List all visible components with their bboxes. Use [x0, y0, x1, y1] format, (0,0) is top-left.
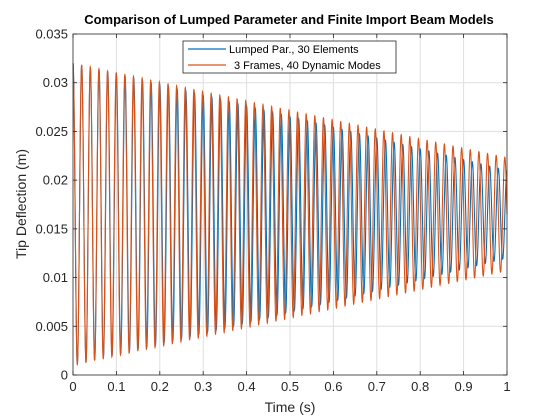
- x-tick-label: 0.8: [411, 379, 429, 394]
- legend-box: [182, 40, 397, 74]
- y-tick-label: 0.035: [35, 27, 68, 42]
- series-lines: [72, 63, 508, 367]
- y-tick-label: 0.025: [35, 124, 68, 139]
- y-tick-label: 0.03: [43, 75, 68, 90]
- y-tick-label: 0: [61, 368, 68, 383]
- chart-title: Comparison of Lumped Parameter and Finit…: [84, 12, 494, 27]
- legend: Lumped Par., 30 Elements 3 Frames, 40 Dy…: [182, 40, 397, 74]
- x-tick-label: 0.4: [238, 379, 256, 394]
- x-tick-label: 0.5: [281, 379, 299, 394]
- x-axis-ticks: 0 0.1 0.2 0.3 0.4 0.5 0.6 0.7 0.8 0.9 1: [69, 34, 511, 394]
- y-tick-label: 0.02: [43, 173, 68, 188]
- y-tick-label: 0.01: [43, 270, 68, 285]
- x-tick-label: 0.7: [368, 379, 386, 394]
- x-axis-label: Time (s): [265, 399, 316, 415]
- legend-label-lumped: Lumped Par., 30 Elements: [229, 44, 359, 56]
- x-tick-label: 0: [69, 379, 76, 394]
- y-tick-label: 0.005: [35, 319, 68, 334]
- x-tick-label: 0.6: [324, 379, 342, 394]
- legend-label-frames: 3 Frames, 40 Dynamic Modes: [234, 60, 381, 72]
- x-tick-label: 0.3: [194, 379, 212, 394]
- x-tick-label: 1: [503, 379, 510, 394]
- series-line-frames: [72, 63, 508, 367]
- y-axis-label: Tip Deflection (m): [13, 149, 29, 259]
- x-tick-label: 0.9: [455, 379, 473, 394]
- x-tick-label: 0.1: [107, 379, 125, 394]
- x-tick-label: 0.2: [151, 379, 169, 394]
- y-tick-label: 0.015: [35, 221, 68, 236]
- y-axis-ticks: 0 0.005 0.01 0.015 0.02 0.025 0.03 0.035: [35, 27, 507, 383]
